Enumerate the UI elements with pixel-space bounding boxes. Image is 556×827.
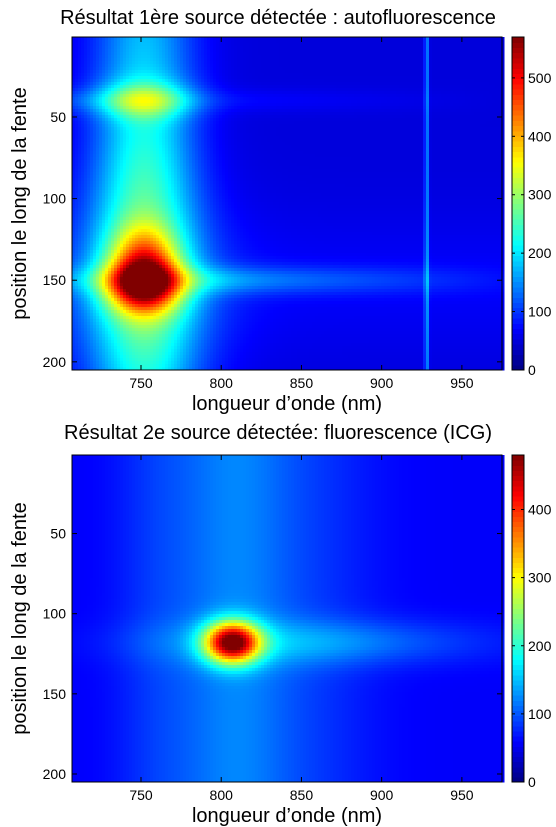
chart2-xtick-label: 750 <box>129 787 153 803</box>
chart2-colorbar-label: 400 <box>528 502 552 518</box>
chart1-colorbar-label: 100 <box>528 304 552 320</box>
chart2-heatmap <box>72 455 505 783</box>
chart2-xtick-label: 950 <box>450 787 474 803</box>
chart1-colorbar-frame <box>511 36 525 371</box>
chart1-ylabel: position le long de la fente <box>9 87 31 319</box>
chart2-ytick-label: 200 <box>43 766 67 782</box>
chart2-ytick-label: 150 <box>43 686 67 702</box>
chart1-xtick-label: 800 <box>210 375 234 391</box>
chart1-ytick-label: 200 <box>43 354 67 370</box>
chart1-title: Résultat 1ère source détectée : autofluo… <box>0 7 556 30</box>
chart1-plot-frame <box>71 36 503 371</box>
chart1-heatmap <box>72 37 505 371</box>
chart1-xtick-label: 750 <box>129 375 153 391</box>
chart2-colorbar-label: 100 <box>528 706 552 722</box>
chart1-colorbar-label: 0 <box>528 362 536 378</box>
chart2-plot-frame <box>71 454 503 783</box>
chart2-colorbar-label: 0 <box>528 774 536 790</box>
chart1-colorbar-label: 200 <box>528 245 552 261</box>
chart1-colorbar-label: 500 <box>528 70 552 86</box>
chart1-xtick-label: 850 <box>290 375 314 391</box>
chart1-colorbar-label: 300 <box>528 187 552 203</box>
chart1-ytick-label: 150 <box>43 272 67 288</box>
chart1-xtick-label: 950 <box>450 375 474 391</box>
chart2-xlabel: longueur d’onde (nm) <box>192 805 382 827</box>
chart1-xtick-label: 900 <box>370 375 394 391</box>
chart2-colorbar <box>512 455 524 783</box>
chart2-xtick-label: 800 <box>210 787 234 803</box>
chart2-title: Résultat 2e source détectée: fluorescenc… <box>0 422 556 445</box>
chart2-xtick-label: 900 <box>370 787 394 803</box>
chart2-colorbar-frame <box>511 454 525 783</box>
chart2-colorbar-label: 300 <box>528 570 552 586</box>
chart2-xtick-label: 850 <box>290 787 314 803</box>
chart2-ytick-label: 50 <box>50 526 66 542</box>
chart1-ytick-label: 100 <box>43 191 67 207</box>
chart1-colorbar <box>512 37 524 371</box>
chart1-xlabel: longueur d’onde (nm) <box>192 393 382 415</box>
chart2-colorbar-label: 200 <box>528 638 552 654</box>
chart1-colorbar-label: 400 <box>528 128 552 144</box>
chart2-ylabel: position le long de la fente <box>9 502 31 734</box>
chart2-ytick-label: 100 <box>43 606 67 622</box>
chart1-ytick-label: 50 <box>50 109 66 125</box>
